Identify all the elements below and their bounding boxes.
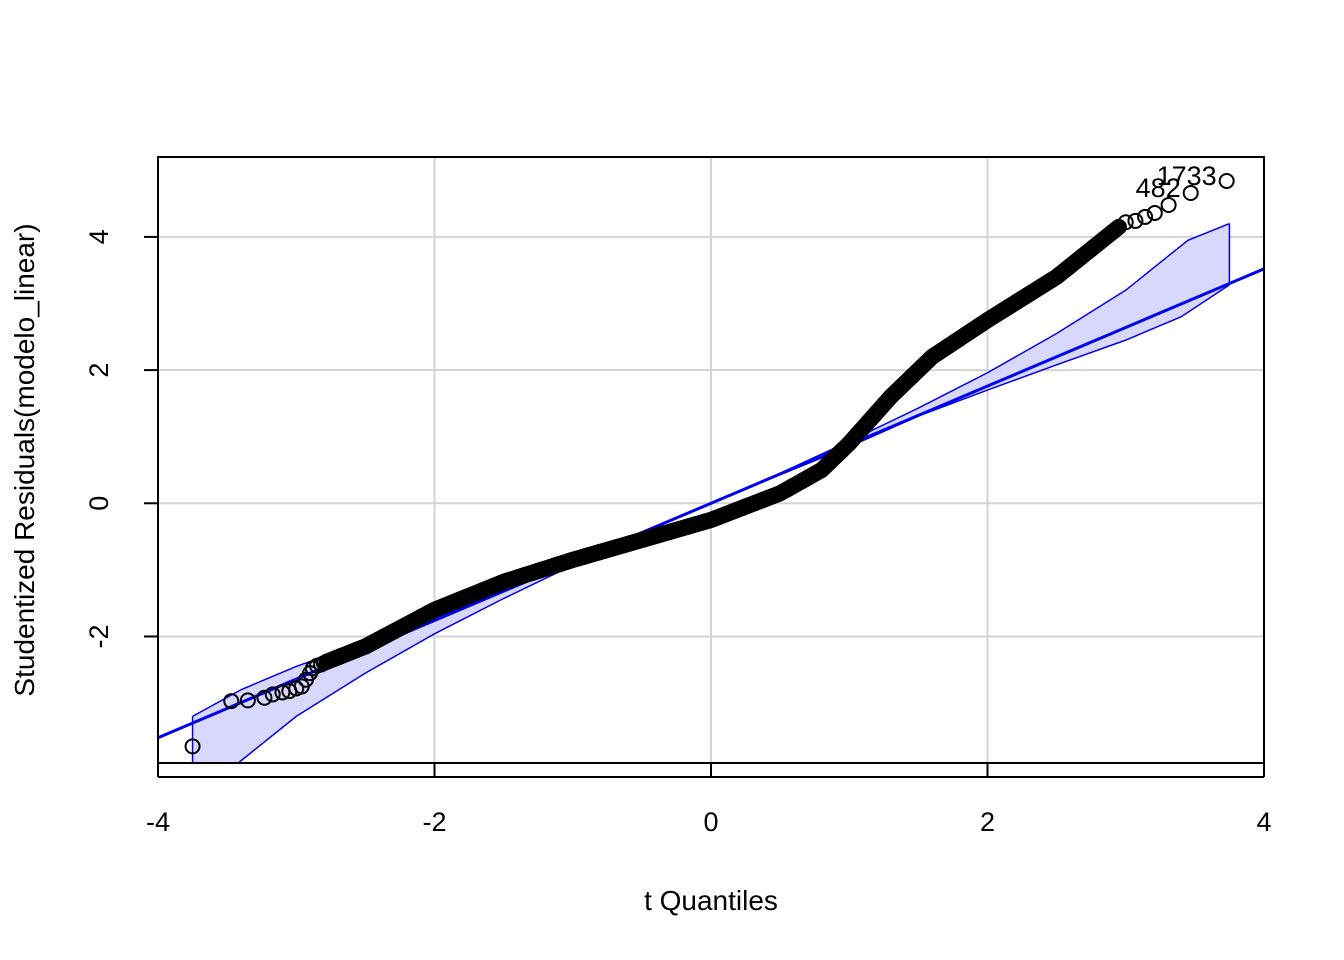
x-axis-title: t Quantiles	[644, 885, 778, 916]
y-tick-label: 4	[84, 229, 114, 244]
y-tick-label: 0	[84, 496, 114, 511]
axes: -4 -2 0 2 4 -2 0 2 4	[84, 229, 1272, 837]
confidence-band-fill	[192, 223, 1230, 763]
residual-point	[264, 686, 281, 703]
residual-point	[239, 692, 256, 709]
outlier-label: 482	[1136, 173, 1181, 203]
y-axis-title: Studentized Residuals(modelo_linear)	[9, 223, 40, 696]
x-tick-label: 2	[980, 807, 995, 837]
reference-line	[158, 267, 1264, 740]
residual-point	[1117, 214, 1134, 231]
x-tick-label: -4	[146, 807, 170, 837]
x-tick-label: 0	[703, 807, 718, 837]
residual-point	[1146, 204, 1163, 221]
residual-point	[1127, 212, 1144, 229]
residual-point	[315, 655, 332, 672]
residual-point	[1218, 172, 1235, 189]
x-tick-label: 4	[1256, 807, 1271, 837]
residual-points	[184, 172, 1235, 755]
x-tick-label: -2	[422, 807, 446, 837]
residual-point	[1160, 196, 1177, 213]
residual-point	[256, 689, 273, 706]
residual-point	[1182, 184, 1199, 201]
y-tick-label: 2	[84, 363, 114, 378]
residual-point	[184, 738, 201, 755]
residual-point	[223, 693, 240, 710]
outlier-label: 1733	[1157, 161, 1217, 191]
y-tick-label: -2	[84, 624, 114, 648]
residual-point	[1137, 208, 1154, 225]
qq-reference-line	[158, 267, 1264, 740]
